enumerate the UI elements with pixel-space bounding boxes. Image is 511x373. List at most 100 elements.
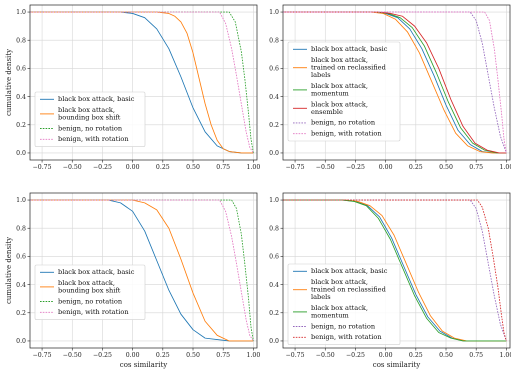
plot-frame <box>282 4 511 161</box>
series-line-5 <box>283 199 507 342</box>
y-tick-label: 0.6 <box>16 254 26 261</box>
y-tick-label: 0.2 <box>269 122 279 129</box>
plot-frame <box>29 192 258 349</box>
legend: black box attack, basic black box attack,… <box>287 263 401 345</box>
series-line-2 <box>283 11 507 154</box>
x-tick-label: 0.00 <box>379 164 393 171</box>
x-tick-label: 0.75 <box>216 352 230 359</box>
x-tick-label: −0.50 <box>63 164 82 171</box>
y-axis-label: cumulative density <box>5 49 13 116</box>
legend-box <box>34 264 146 320</box>
legend-entry: black box attack, basic <box>58 268 135 276</box>
series-line-5 <box>283 11 507 154</box>
legend-entry: black box attack, ensemble <box>311 100 368 116</box>
y-tick-label: 0.0 <box>269 338 279 345</box>
series-line-3 <box>30 199 254 342</box>
legend-entry: black box attack, bounding box shift <box>58 106 121 122</box>
chart-panel-4: −0.75 −0.50 −0.25 0.00 0.25 0.50 0.75 1.00 0.0 0.… <box>269 192 511 369</box>
legend-entry: benign, no rotation <box>311 119 376 127</box>
x-tick-label: −0.25 <box>346 164 365 171</box>
y-tick-label: 0.6 <box>269 66 279 73</box>
x-tick-label: 0.50 <box>439 164 453 171</box>
x-tick-label: −0.75 <box>286 164 305 171</box>
x-axis-label: cos similarity <box>120 361 167 369</box>
series-line-1 <box>30 199 254 342</box>
plot-frame <box>282 192 511 349</box>
x-axis-label: cos similarity <box>373 361 420 369</box>
y-tick-label: 0.2 <box>269 310 279 317</box>
y-tick-label: 0.6 <box>269 254 279 261</box>
x-tick-label: 0.50 <box>186 164 200 171</box>
y-tick-label: 0.0 <box>269 150 279 157</box>
series-line-4 <box>283 199 507 342</box>
series-line-3 <box>283 199 507 342</box>
legend-box <box>287 263 401 345</box>
legend-entry: black box attack, bounding box shift <box>58 279 121 295</box>
legend: black box attack, basic black box attack,… <box>287 41 401 142</box>
series-line-4 <box>283 11 507 154</box>
legend-entry: black box attack, momentum <box>311 304 368 320</box>
y-tick-label: 0.8 <box>16 37 26 44</box>
x-tick-label: 0.00 <box>126 352 140 359</box>
legend-entry: benign, with rotation <box>58 308 129 316</box>
y-tick-label: 0.4 <box>269 94 279 101</box>
legend-entry: benign, no rotation <box>311 322 376 330</box>
x-tick-label: 0.25 <box>156 164 170 171</box>
y-tick-label: 0.8 <box>269 225 279 232</box>
x-tick-label: 0.25 <box>156 352 170 359</box>
y-tick-label: 1.0 <box>16 197 26 204</box>
y-tick-label: 0.2 <box>16 122 26 129</box>
legend-entry: benign, no rotation <box>58 297 123 305</box>
x-tick-label: −0.50 <box>316 352 335 359</box>
x-tick-label: 0.75 <box>469 164 483 171</box>
y-tick-label: 0.0 <box>16 338 26 345</box>
y-tick-label: 0.4 <box>269 282 279 289</box>
y-tick-label: 0.4 <box>16 94 26 101</box>
x-tick-label: 0.00 <box>379 352 393 359</box>
series-line-2 <box>30 199 254 342</box>
series-line-4 <box>30 199 254 342</box>
x-tick-label: −0.25 <box>346 352 365 359</box>
x-tick-label: −0.50 <box>316 164 335 171</box>
legend-entry: black box attack, trained on reclassified… <box>311 278 387 301</box>
chart-panel-1: −0.75 −0.50 −0.25 0.00 0.25 0.50 0.75 1.00 0.0 0.… <box>5 4 260 171</box>
series-line-3 <box>30 11 254 154</box>
y-tick-label: 1.0 <box>16 9 26 16</box>
series-line-2 <box>283 199 507 342</box>
x-tick-label: 0.25 <box>409 352 423 359</box>
y-tick-label: 0.8 <box>269 37 279 44</box>
legend-entry: black box attack, momentum <box>311 82 368 98</box>
x-tick-label: 0.50 <box>186 352 200 359</box>
x-tick-label: 1.00 <box>499 164 511 171</box>
x-tick-label: 0.75 <box>216 164 230 171</box>
x-tick-label: 1.00 <box>246 164 260 171</box>
y-tick-label: 0.8 <box>16 225 26 232</box>
x-tick-label: 0.50 <box>439 352 453 359</box>
y-tick-label: 0.2 <box>16 310 26 317</box>
x-tick-label: 0.00 <box>126 164 140 171</box>
legend: black box attack, basic black box attack,… <box>34 264 146 320</box>
y-tick-label: 1.0 <box>269 9 279 16</box>
y-tick-label: 0.4 <box>16 282 26 289</box>
x-tick-label: 0.75 <box>469 352 483 359</box>
x-tick-label: −0.25 <box>93 352 112 359</box>
x-tick-label: −0.50 <box>63 352 82 359</box>
series-line-6 <box>283 11 507 154</box>
legend-box <box>34 91 146 147</box>
series-line-2 <box>30 11 254 154</box>
chart-panel-3: −0.75 −0.50 −0.25 0.00 0.25 0.50 0.75 1.00 0.0 0.… <box>5 192 260 369</box>
y-tick-label: 0.6 <box>16 66 26 73</box>
y-axis-label: cumulative density <box>5 237 13 304</box>
x-tick-label: 1.00 <box>246 352 260 359</box>
legend: black box attack, basic black box attack,… <box>34 91 146 147</box>
plot-frame <box>29 4 258 161</box>
legend-entry: benign, with rotation <box>58 135 129 143</box>
legend-box <box>287 41 401 142</box>
chart-panel-2: −0.75 −0.50 −0.25 0.00 0.25 0.50 0.75 1.00 0.0 0.… <box>269 4 511 171</box>
legend-entry: black box attack, basic <box>58 95 135 103</box>
y-tick-label: 0.0 <box>16 150 26 157</box>
x-tick-label: 0.25 <box>409 164 423 171</box>
x-tick-label: 1.00 <box>499 352 511 359</box>
legend-entry: black box attack, basic <box>311 45 388 53</box>
legend-entry: black box attack, basic <box>311 267 388 275</box>
